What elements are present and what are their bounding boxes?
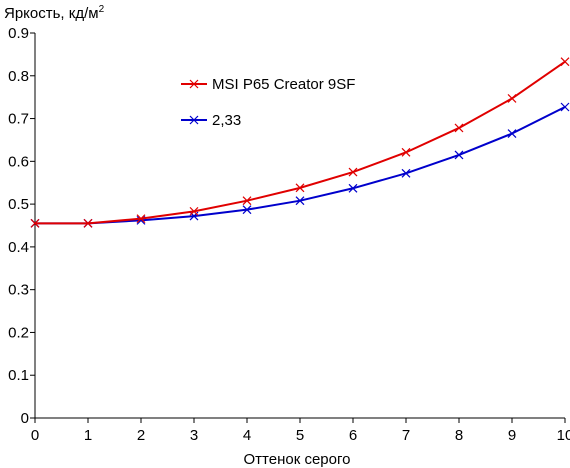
series-0-point-0 (30, 218, 40, 228)
x-tick-label-2: 2 (137, 427, 145, 444)
series-1-point-5 (295, 196, 305, 206)
series-0-point-3 (189, 206, 199, 216)
legend-marker-1 (189, 115, 199, 125)
x-axis-title: Оттенок серого (244, 451, 351, 468)
x-tick-label-3: 3 (190, 427, 198, 444)
x-tick-label-10: 10 (557, 427, 570, 444)
y-tick-label-3: 0.3 (8, 282, 29, 299)
series-1-line (35, 106, 566, 225)
y-tick-label-6: 0.6 (8, 153, 29, 170)
series-1-point-4 (242, 205, 252, 215)
legend-entry-0: MSI P65 Creator 9SF (181, 76, 355, 93)
y-tick-label-9: 0.9 (8, 25, 29, 42)
y-axis-title-superscript: 2 (99, 4, 105, 15)
axes: 0 0.1 0.2 0.3 0.4 0.5 0.6 0.7 0.8 0.9 0 1 2 3 4 5 6 7 8 9 10 (8, 25, 570, 444)
series-0-point-1 (83, 218, 93, 228)
x-tick-label-5: 5 (296, 427, 304, 444)
series-1-point-6 (348, 183, 358, 193)
y-axis-title-text: Яркость, кд/м (4, 5, 99, 22)
x-tick-label-7: 7 (402, 427, 410, 444)
series-0-point-5 (295, 183, 305, 193)
series-1-point-7 (401, 168, 411, 178)
legend: MSI P65 Creator 9SF 2,33 (181, 76, 355, 129)
series-0-point-10 (560, 57, 570, 67)
x-tick-label-1: 1 (84, 427, 92, 444)
y-tick-label-8: 0.8 (8, 68, 29, 85)
series-0 (30, 57, 570, 228)
x-tick-label-0: 0 (31, 427, 39, 444)
series-1-point-10 (560, 102, 570, 112)
series-0-point-8 (454, 123, 464, 133)
series-0-point-6 (348, 167, 358, 177)
series-0-point-7 (401, 147, 411, 157)
x-tick-label-4: 4 (243, 427, 251, 444)
y-axis-title: Яркость, кд/м2 (4, 4, 105, 22)
y-tick-label-5: 0.5 (8, 196, 29, 213)
x-tick-label-6: 6 (349, 427, 357, 444)
y-tick-label-1: 0.1 (8, 367, 29, 384)
series-1 (30, 102, 570, 228)
x-tick-label-9: 9 (508, 427, 516, 444)
series-0-point-4 (242, 196, 252, 206)
y-tick-label-4: 0.4 (8, 239, 29, 256)
series-layer (30, 57, 570, 228)
y-tick-label-7: 0.7 (8, 111, 29, 128)
y-tick-label-2: 0.2 (8, 324, 29, 341)
legend-label-1: 2,33 (212, 112, 241, 129)
series-0-point-2 (136, 214, 146, 224)
series-0-point-9 (507, 94, 517, 103)
legend-label-0: MSI P65 Creator 9SF (212, 76, 355, 93)
x-tick-label-8: 8 (455, 427, 463, 444)
legend-marker-0 (189, 79, 199, 89)
y-tick-label-0: 0 (21, 410, 29, 427)
legend-entry-1: 2,33 (181, 112, 241, 129)
series-1-point-8 (454, 150, 464, 160)
series-1-point-9 (507, 129, 517, 138)
